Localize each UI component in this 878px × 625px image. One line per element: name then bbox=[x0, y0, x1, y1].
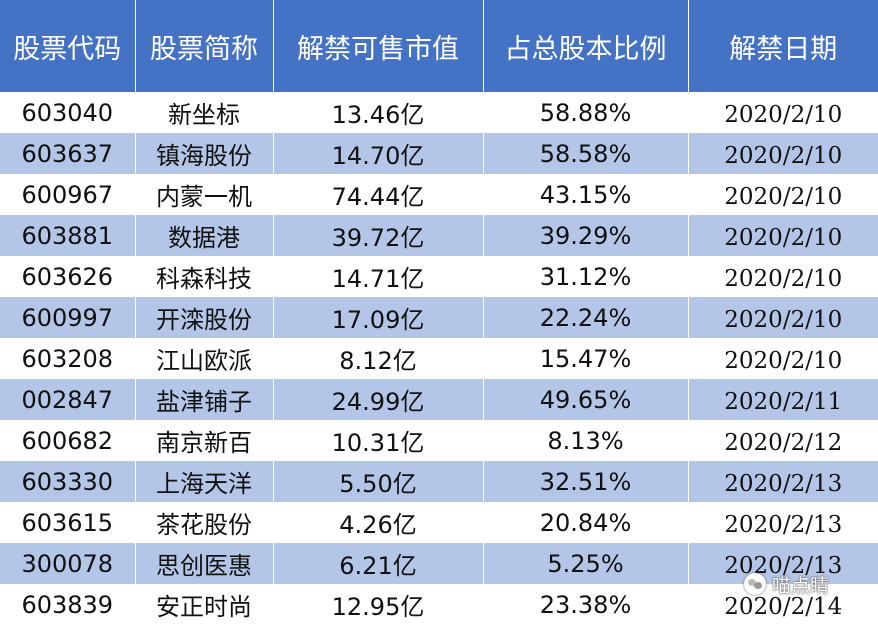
cell-name: 开滦股份 bbox=[135, 297, 274, 338]
cell-ratio: 15.47% bbox=[483, 338, 689, 379]
header-row: 股票代码 股票简称 解禁可售市值 占总股本比例 解禁日期 bbox=[0, 0, 878, 92]
cell-code: 603637 bbox=[0, 133, 136, 174]
cell-code: 600967 bbox=[0, 174, 136, 215]
cell-date: 2020/2/10 bbox=[724, 101, 843, 128]
cell-ratio: 23.38% bbox=[483, 584, 689, 625]
cell-value: 24.99亿 bbox=[273, 379, 484, 420]
cell-value: 6.21亿 bbox=[273, 543, 484, 584]
cell-code: 603626 bbox=[0, 256, 136, 297]
cell-code: 603330 bbox=[0, 461, 136, 502]
cell-value: 14.71亿 bbox=[273, 256, 484, 297]
cell-code: 603615 bbox=[0, 502, 136, 543]
header-value: 解禁可售市值 bbox=[273, 0, 484, 92]
cell-code: 600997 bbox=[0, 297, 136, 338]
cell-date: 2020/2/12 bbox=[724, 429, 843, 456]
cell-name: 科森科技 bbox=[135, 256, 274, 297]
cell-name: 镇海股份 bbox=[135, 133, 274, 174]
cell-value: 39.72亿 bbox=[273, 215, 484, 256]
cell-value: 10.31亿 bbox=[273, 420, 484, 461]
cell-name: 盐津铺子 bbox=[135, 379, 274, 420]
cell-ratio: 8.13% bbox=[483, 420, 689, 461]
cell-value: 4.26亿 bbox=[273, 502, 484, 543]
cell-value: 17.09亿 bbox=[273, 297, 484, 338]
cell-value: 8.12亿 bbox=[273, 338, 484, 379]
cell-name: 南京新百 bbox=[135, 420, 274, 461]
cell-date: 2020/2/10 bbox=[688, 133, 878, 174]
table-row: 603615 茶花股份 4.26亿 20.84% 2020/2/13 bbox=[0, 502, 878, 543]
cell-date: 2020/2/13 bbox=[688, 543, 878, 584]
cell-date: 2020/2/10 bbox=[724, 347, 843, 374]
table-row: 600967 内蒙一机 74.44亿 43.15% 2020/2/10 bbox=[0, 174, 878, 215]
cell-name: 茶花股份 bbox=[135, 502, 274, 543]
cell-name: 内蒙一机 bbox=[135, 174, 274, 215]
cell-name: 安正时尚 bbox=[135, 584, 274, 625]
table-row: 603637 镇海股份 14.70亿 58.58% 2020/2/10 bbox=[0, 133, 878, 174]
cell-name: 思创医惠 bbox=[135, 543, 274, 584]
cell-code: 600682 bbox=[0, 420, 136, 461]
header-code: 股票代码 bbox=[0, 0, 136, 92]
cell-date: 2020/2/14 bbox=[724, 593, 843, 620]
cell-value: 74.44亿 bbox=[273, 174, 484, 215]
header-date: 解禁日期 bbox=[688, 0, 878, 92]
table-row: 603330 上海天洋 5.50亿 32.51% 2020/2/13 bbox=[0, 461, 878, 502]
cell-date: 2020/2/11 bbox=[688, 379, 878, 420]
cell-code: 603040 bbox=[0, 92, 136, 133]
cell-value: 5.50亿 bbox=[273, 461, 484, 502]
cell-ratio: 39.29% bbox=[483, 215, 689, 256]
cell-date: 2020/2/13 bbox=[724, 511, 843, 538]
cell-date: 2020/2/10 bbox=[724, 183, 843, 210]
cell-ratio: 43.15% bbox=[483, 174, 689, 215]
cell-code: 002847 bbox=[0, 379, 136, 420]
table-row: 300078 思创医惠 6.21亿 5.25% 2020/2/13 bbox=[0, 543, 878, 584]
cell-value: 12.95亿 bbox=[273, 584, 484, 625]
table-row: 603839 安正时尚 12.95亿 23.38% 2020/2/14 bbox=[0, 584, 878, 625]
cell-ratio: 58.58% bbox=[483, 133, 689, 174]
table-row: 603881 数据港 39.72亿 39.29% 2020/2/10 bbox=[0, 215, 878, 256]
table-row: 600997 开滦股份 17.09亿 22.24% 2020/2/10 bbox=[0, 297, 878, 338]
header-ratio: 占总股本比例 bbox=[483, 0, 689, 92]
cell-name: 江山欧派 bbox=[135, 338, 274, 379]
cell-date: 2020/2/10 bbox=[688, 215, 878, 256]
table-row: 002847 盐津铺子 24.99亿 49.65% 2020/2/11 bbox=[0, 379, 878, 420]
cell-ratio: 5.25% bbox=[483, 543, 689, 584]
cell-code: 603839 bbox=[0, 584, 136, 625]
cell-value: 13.46亿 bbox=[273, 92, 484, 133]
cell-code: 300078 bbox=[0, 543, 136, 584]
cell-ratio: 31.12% bbox=[483, 256, 689, 297]
cell-code: 603208 bbox=[0, 338, 136, 379]
cell-ratio: 32.51% bbox=[483, 461, 689, 502]
table-row: 603208 江山欧派 8.12亿 15.47% 2020/2/10 bbox=[0, 338, 878, 379]
cell-date: 2020/2/13 bbox=[688, 461, 878, 502]
cell-name: 数据港 bbox=[135, 215, 274, 256]
cell-date: 2020/2/10 bbox=[724, 265, 843, 292]
cell-ratio: 22.24% bbox=[483, 297, 689, 338]
cell-value: 14.70亿 bbox=[273, 133, 484, 174]
table-row: 603040 新坐标 13.46亿 58.88% 2020/2/10 bbox=[0, 92, 878, 133]
cell-name: 上海天洋 bbox=[135, 461, 274, 502]
cell-ratio: 58.88% bbox=[483, 92, 689, 133]
table-row: 600682 南京新百 10.31亿 8.13% 2020/2/12 bbox=[0, 420, 878, 461]
cell-ratio: 49.65% bbox=[483, 379, 689, 420]
cell-ratio: 20.84% bbox=[483, 502, 689, 543]
cell-date: 2020/2/10 bbox=[688, 297, 878, 338]
table-row: 603626 科森科技 14.71亿 31.12% 2020/2/10 bbox=[0, 256, 878, 297]
header-name: 股票简称 bbox=[135, 0, 274, 92]
cell-code: 603881 bbox=[0, 215, 136, 256]
cell-name: 新坐标 bbox=[135, 92, 274, 133]
